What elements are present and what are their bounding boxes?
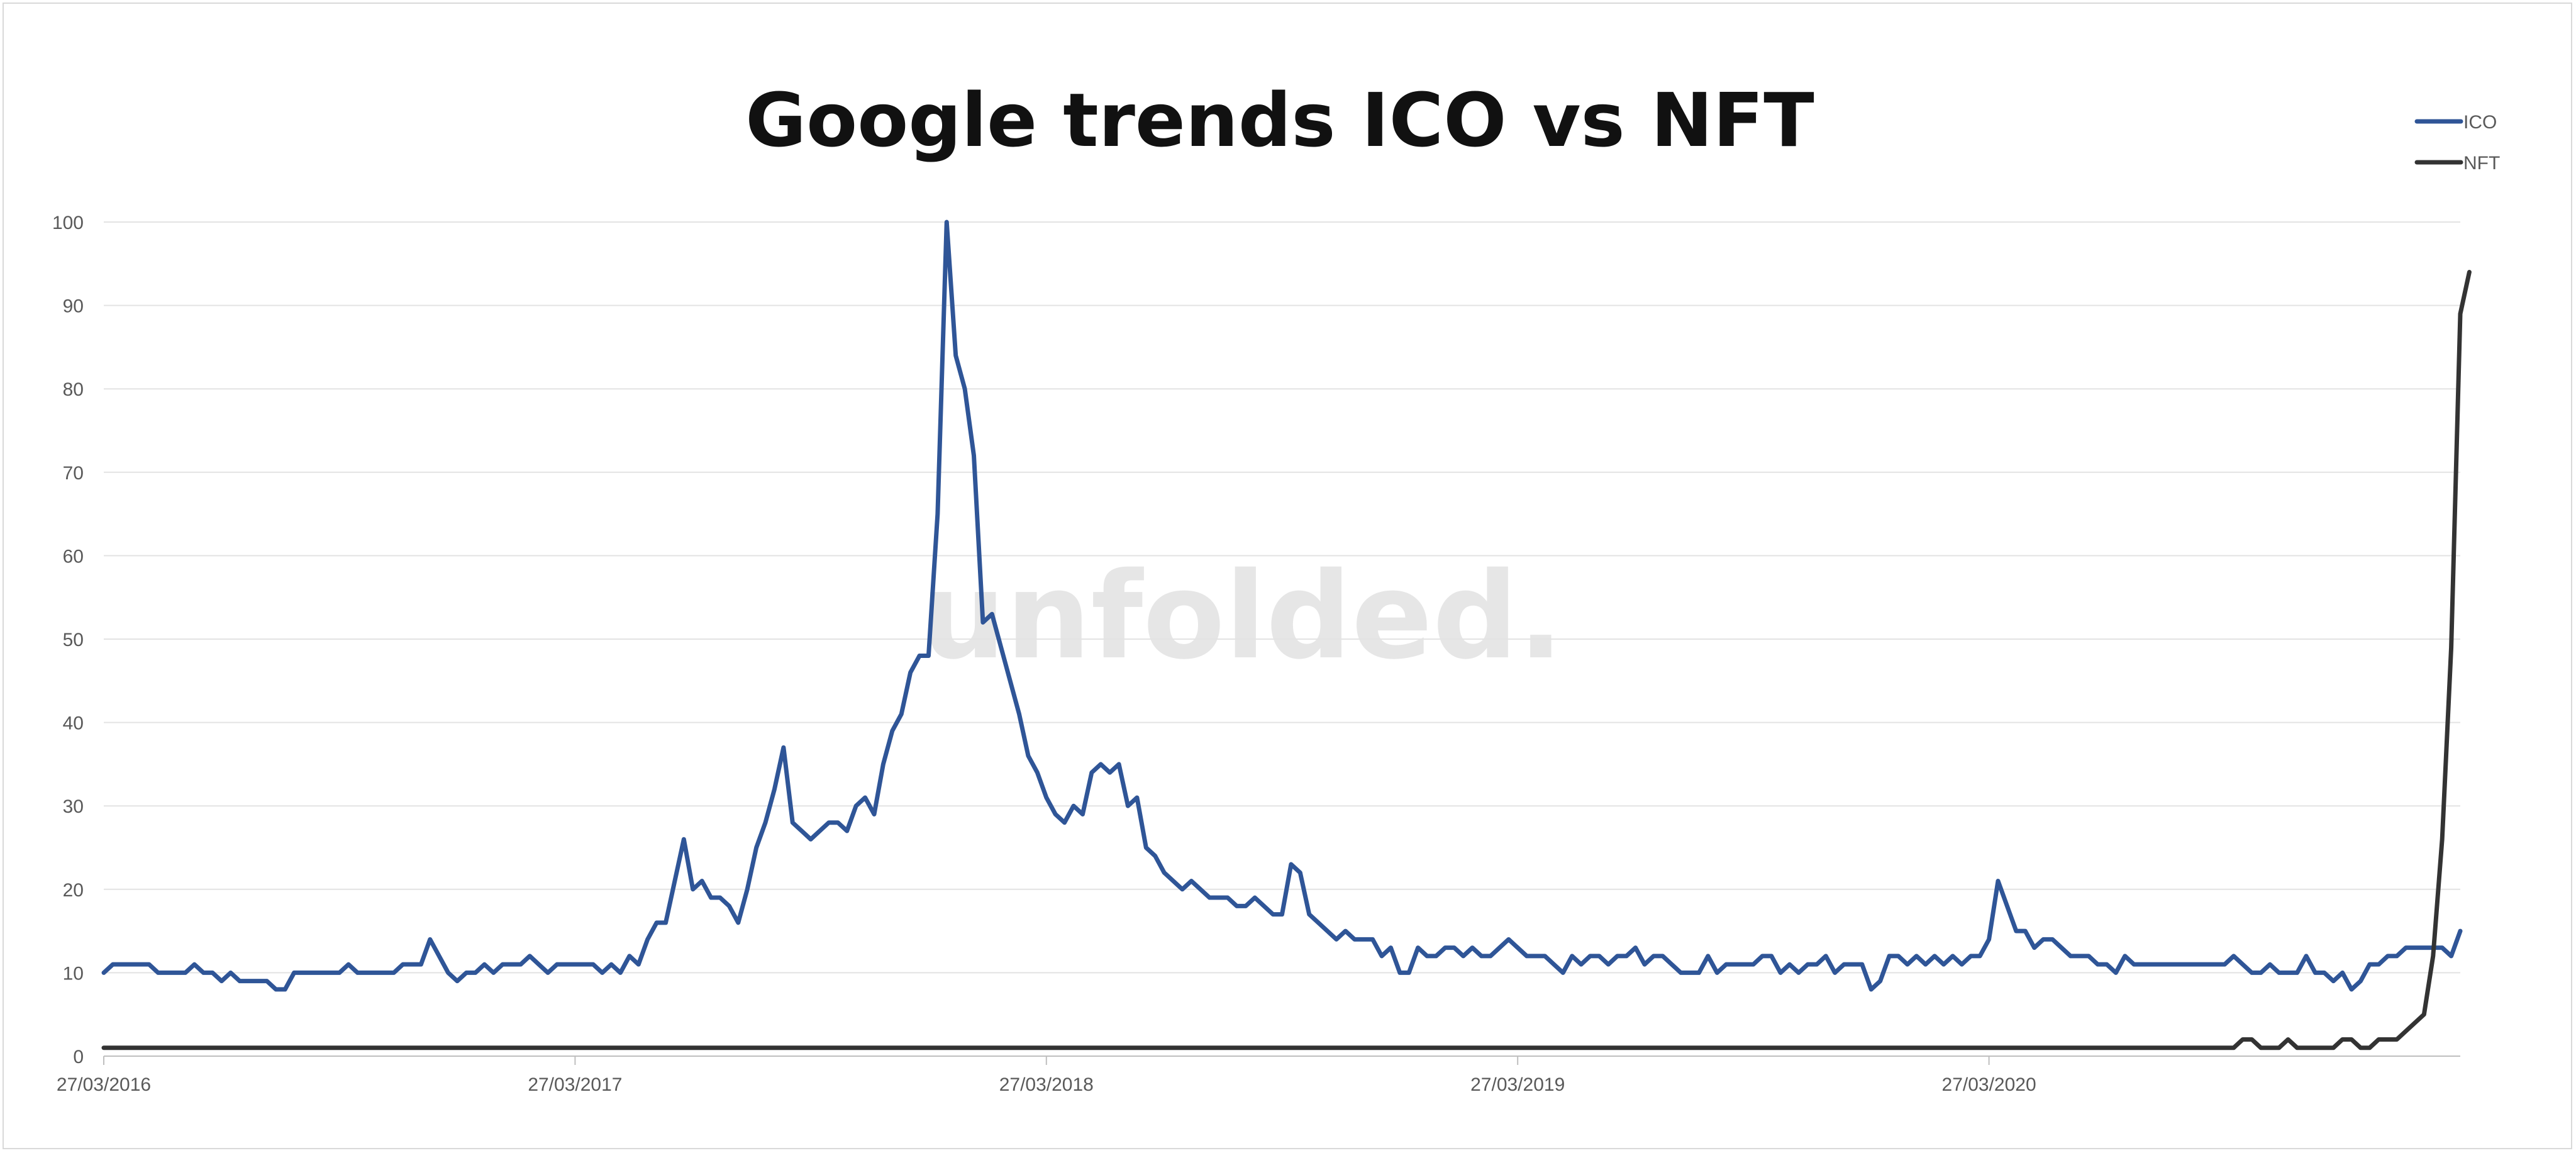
y-tick-label: 60 [63,546,84,567]
y-tick-label: 50 [63,630,84,650]
chart-title: Google trends ICO vs NFT [745,77,1814,164]
y-tick-label: 40 [63,713,84,734]
y-tick-label: 20 [63,880,84,901]
watermark: unfolded. [921,547,1563,686]
legend-label-ico: ICO [2463,112,2497,133]
y-tick-label: 10 [63,963,84,984]
x-axis-ticks: 27/03/2016 27/03/2017 27/03/2018 27/03/2019… [57,1056,2036,1095]
gridlines [104,221,2460,974]
x-tick-label: 27/03/2019 [1470,1074,1565,1095]
y-tick-label: 0 [73,1047,84,1067]
x-tick-label: 27/03/2017 [528,1074,622,1095]
chart-frame [3,3,2572,1149]
x-tick-label: 27/03/2020 [1942,1074,2036,1095]
series-line-nft [101,270,2472,1050]
legend-label-nft: NFT [2463,153,2500,174]
y-axis-ticks: 0 10 20 30 40 50 60 70 80 90 100 [52,213,84,1067]
x-tick-label: 27/03/2016 [57,1074,151,1095]
series-group [101,220,2472,1050]
y-tick-label: 80 [63,379,84,400]
y-tick-label: 100 [52,213,84,233]
y-tick-label: 90 [63,296,84,317]
y-tick-label: 70 [63,463,84,484]
legend: ICO NFT [2414,112,2500,174]
series-line-ico [101,220,2463,992]
x-tick-label: 27/03/2018 [999,1074,1094,1095]
y-tick-label: 30 [63,796,84,817]
